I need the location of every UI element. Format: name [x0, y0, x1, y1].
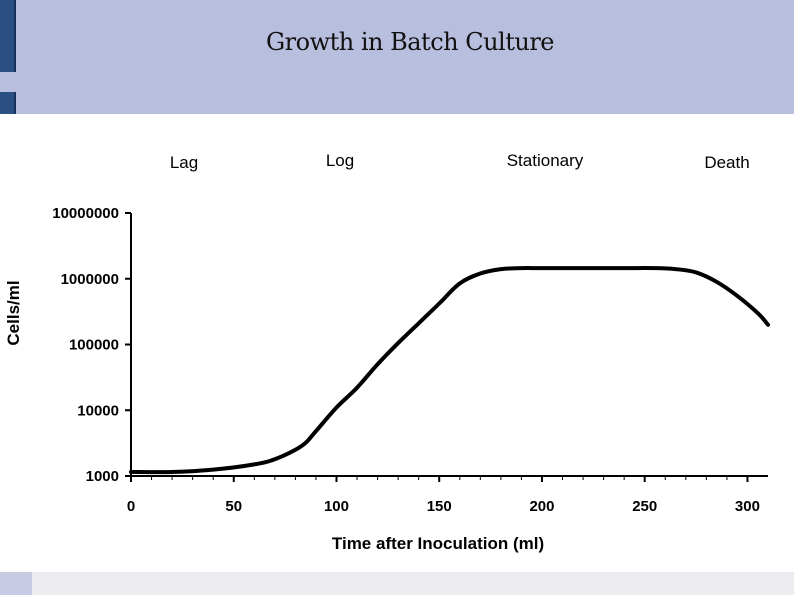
header-accent-bar [0, 92, 16, 114]
growth-curve-line [129, 266, 770, 475]
x-tick-label: 100 [324, 498, 349, 515]
x-axis-label: Time after Inoculation (ml) [332, 534, 544, 553]
x-tick-label: 300 [735, 498, 760, 515]
x-tick-label: 250 [632, 498, 657, 515]
x-tick-label: 50 [225, 498, 242, 515]
slide-title: Growth in Batch Culture [265, 28, 555, 56]
phase-labels: Lag Log Stationary Death [170, 151, 750, 172]
x-axis-ticks: 0 50 100 150 200 250 300 [127, 476, 760, 515]
header-accent-bar [0, 0, 16, 72]
y-axis-ticks: 1000 10000 100000 1000000 10000000 [52, 205, 131, 485]
x-tick-label: 150 [427, 498, 452, 515]
y-tick-label: 1000000 [61, 271, 119, 288]
y-tick-label: 1000 [86, 468, 119, 485]
footer-tab [0, 572, 32, 595]
phase-label: Death [704, 153, 749, 172]
phase-label: Log [326, 151, 354, 170]
slide-header: Growth in Batch Culture [0, 0, 794, 114]
y-tick-label: 10000 [77, 402, 119, 419]
y-tick-label: 100000 [69, 337, 119, 354]
phase-label: Lag [170, 153, 198, 172]
slide-footer [0, 572, 794, 595]
x-tick-label: 200 [529, 498, 554, 515]
y-tick-label: 10000000 [52, 205, 119, 222]
phase-label: Stationary [507, 151, 584, 170]
growth-chart: Lag Log Stationary Death 100010000100000100… [4, 151, 770, 553]
x-tick-label: 0 [127, 498, 135, 515]
y-axis-label: Cells/ml [4, 280, 23, 345]
